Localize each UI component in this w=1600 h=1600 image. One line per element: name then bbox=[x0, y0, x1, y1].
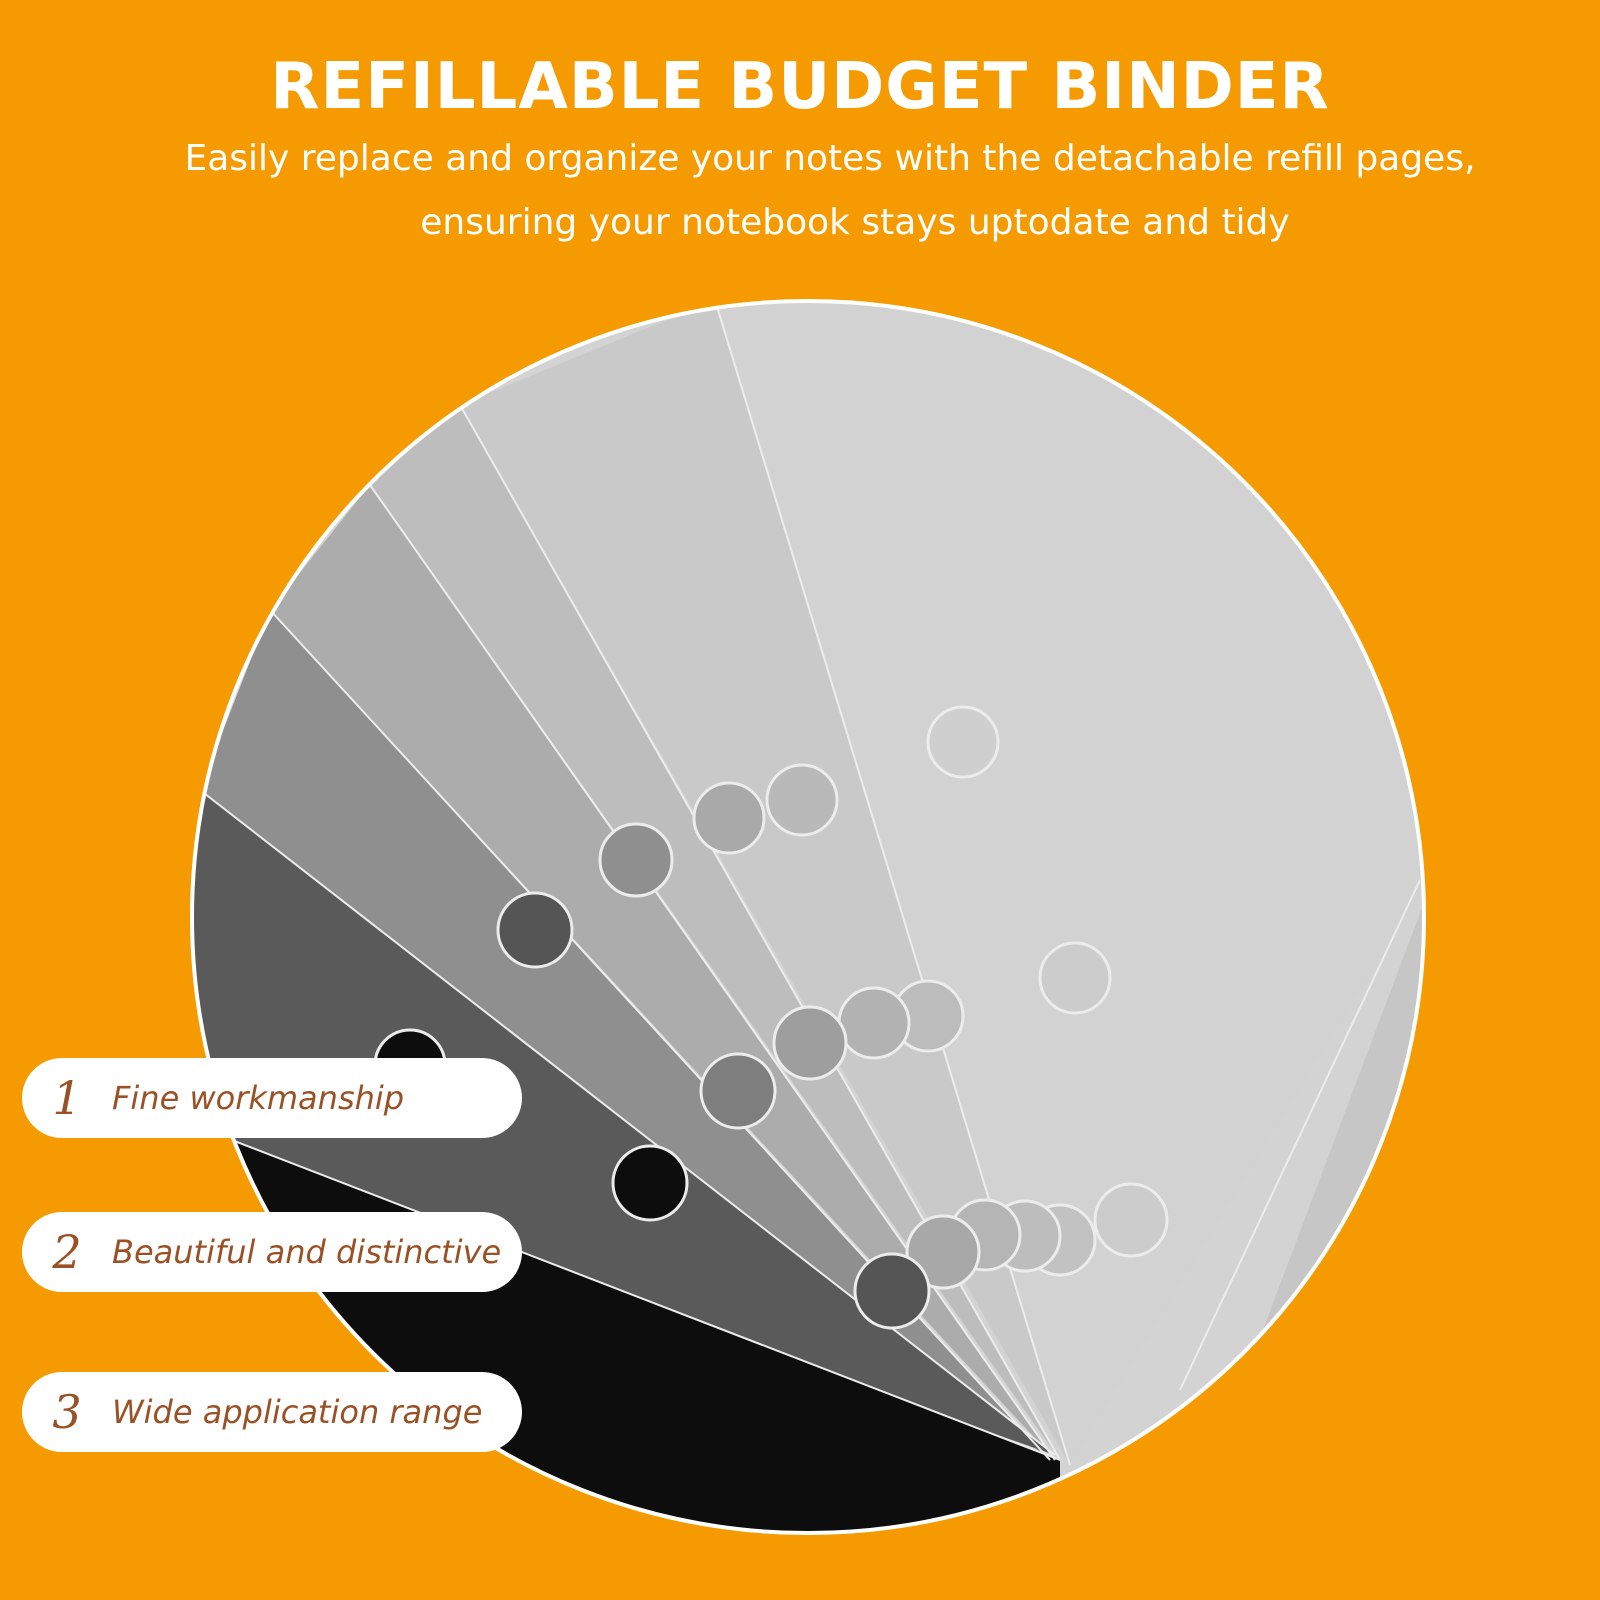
feature-number: 2 bbox=[52, 1225, 82, 1279]
feature-item: 3 Wide application range bbox=[22, 1372, 522, 1452]
feature-label: Beautiful and distinctive bbox=[112, 1233, 502, 1271]
subtitle-line-2: ensuring your notebook stays uptodate an… bbox=[420, 202, 1290, 243]
feature-item: 1 Fine workmanship bbox=[22, 1058, 522, 1138]
feature-label: Fine workmanship bbox=[112, 1079, 405, 1117]
page-title: REFILLABLE BUDGET BINDER bbox=[270, 50, 1330, 124]
feature-number: 3 bbox=[52, 1385, 82, 1439]
feature-label: Wide application range bbox=[112, 1393, 483, 1431]
subtitle-line-1: Easily replace and organize your notes w… bbox=[184, 138, 1476, 179]
feature-item: 2 Beautiful and distinctive bbox=[22, 1212, 522, 1292]
feature-number: 1 bbox=[52, 1071, 82, 1125]
